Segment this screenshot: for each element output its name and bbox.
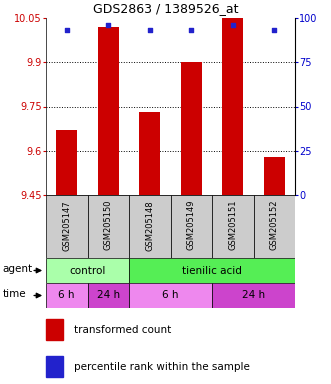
Text: GSM205152: GSM205152: [270, 200, 279, 250]
Bar: [46, 356, 63, 377]
Bar: [46, 283, 87, 308]
Text: GSM205150: GSM205150: [104, 200, 113, 250]
Bar: [254, 195, 295, 258]
Bar: [129, 195, 170, 258]
Point: [189, 27, 194, 33]
Bar: [170, 195, 212, 258]
Bar: [87, 195, 129, 258]
Bar: [46, 195, 87, 258]
Point: [147, 27, 152, 33]
Bar: [212, 283, 295, 308]
Bar: [222, 18, 243, 195]
Bar: [129, 283, 212, 308]
Bar: [87, 283, 129, 308]
Text: 6 h: 6 h: [59, 291, 75, 301]
Text: percentile rank within the sample: percentile rank within the sample: [74, 362, 250, 372]
Point: [230, 22, 235, 28]
Bar: [212, 195, 254, 258]
Text: control: control: [69, 265, 106, 275]
Text: GSM205147: GSM205147: [62, 200, 71, 250]
Bar: [46, 319, 63, 339]
Point: [272, 27, 277, 33]
Text: 6 h: 6 h: [162, 291, 179, 301]
Bar: [181, 62, 202, 195]
Text: agent: agent: [2, 264, 32, 274]
Bar: [139, 113, 160, 195]
Point: [106, 22, 111, 28]
Text: transformed count: transformed count: [74, 325, 172, 335]
Bar: [56, 130, 77, 195]
Text: GSM205151: GSM205151: [228, 200, 237, 250]
Point: [64, 27, 70, 33]
Text: GDS2863 / 1389526_at: GDS2863 / 1389526_at: [93, 2, 238, 15]
Text: 24 h: 24 h: [242, 291, 265, 301]
Text: 24 h: 24 h: [97, 291, 120, 301]
Text: GSM205149: GSM205149: [187, 200, 196, 250]
Text: time: time: [2, 289, 26, 299]
Bar: [129, 258, 295, 283]
Text: tienilic acid: tienilic acid: [182, 265, 242, 275]
Bar: [98, 27, 118, 195]
Bar: [264, 157, 285, 195]
Text: GSM205148: GSM205148: [145, 200, 154, 250]
Bar: [46, 258, 129, 283]
